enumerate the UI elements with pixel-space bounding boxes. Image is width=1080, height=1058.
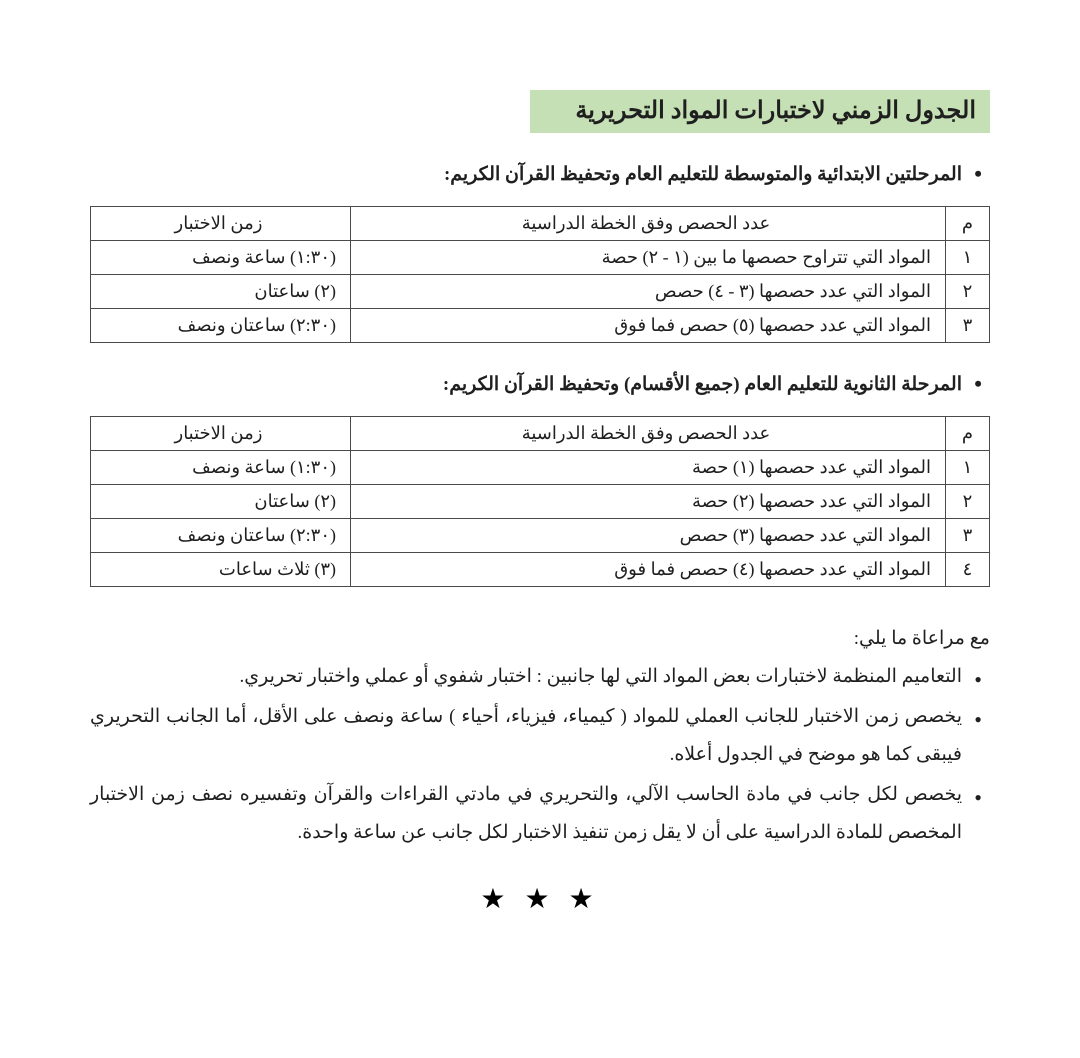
notes-intro: مع مراعاة ما يلي: bbox=[90, 627, 990, 650]
th-time: زمن الاختبار bbox=[91, 417, 351, 451]
th-desc: عدد الحصص وفق الخطة الدراسية bbox=[351, 417, 946, 451]
table-row: ٣ المواد التي عدد حصصها (٥) حصص فما فوق … bbox=[91, 309, 990, 343]
cell-num: ٣ bbox=[946, 519, 990, 553]
cell-num: ٢ bbox=[946, 485, 990, 519]
table-section1: م عدد الحصص وفق الخطة الدراسية زمن الاخت… bbox=[90, 206, 990, 343]
cell-time: (٢) ساعتان bbox=[91, 485, 351, 519]
th-num: م bbox=[946, 417, 990, 451]
cell-desc: المواد التي تتراوح حصصها ما بين (١ - ٢) … bbox=[351, 241, 946, 275]
note-item: التعاميم المنظمة لاختبارات بعض المواد ال… bbox=[90, 658, 962, 696]
table-row: ٤ المواد التي عدد حصصها (٤) حصص فما فوق … bbox=[91, 553, 990, 587]
page-title: الجدول الزمني لاختبارات المواد التحريرية bbox=[575, 98, 976, 124]
cell-desc: المواد التي عدد حصصها (٣) حصص bbox=[351, 519, 946, 553]
cell-desc: المواد التي عدد حصصها (١) حصة bbox=[351, 451, 946, 485]
cell-num: ١ bbox=[946, 451, 990, 485]
note-item: يخصص زمن الاختبار للجانب العملي للمواد (… bbox=[90, 698, 962, 774]
cell-time: (١:٣٠) ساعة ونصف bbox=[91, 241, 351, 275]
document-page: الجدول الزمني لاختبارات المواد التحريرية… bbox=[0, 0, 1080, 956]
table-header-row: م عدد الحصص وفق الخطة الدراسية زمن الاخت… bbox=[91, 207, 990, 241]
stars-divider: ★ ★ ★ bbox=[90, 882, 990, 916]
cell-num: ٣ bbox=[946, 309, 990, 343]
table-row: ١ المواد التي تتراوح حصصها ما بين (١ - ٢… bbox=[91, 241, 990, 275]
th-desc: عدد الحصص وفق الخطة الدراسية bbox=[351, 207, 946, 241]
th-num: م bbox=[946, 207, 990, 241]
note-item: يخصص لكل جانب في مادة الحاسب الآلي، والت… bbox=[90, 776, 962, 852]
table-row: ١ المواد التي عدد حصصها (١) حصة (١:٣٠) س… bbox=[91, 451, 990, 485]
table-row: ٣ المواد التي عدد حصصها (٣) حصص (٢:٣٠) س… bbox=[91, 519, 990, 553]
cell-desc: المواد التي عدد حصصها (٥) حصص فما فوق bbox=[351, 309, 946, 343]
cell-time: (٣) ثلاث ساعات bbox=[91, 553, 351, 587]
cell-time: (٢:٣٠) ساعتان ونصف bbox=[91, 309, 351, 343]
section1-heading: المرحلتين الابتدائية والمتوسطة للتعليم ا… bbox=[90, 163, 990, 186]
cell-num: ١ bbox=[946, 241, 990, 275]
cell-time: (١:٣٠) ساعة ونصف bbox=[91, 451, 351, 485]
table-row: ٢ المواد التي عدد حصصها (٣ - ٤) حصص (٢) … bbox=[91, 275, 990, 309]
cell-desc: المواد التي عدد حصصها (٢) حصة bbox=[351, 485, 946, 519]
cell-desc: المواد التي عدد حصصها (٤) حصص فما فوق bbox=[351, 553, 946, 587]
th-time: زمن الاختبار bbox=[91, 207, 351, 241]
cell-time: (٢) ساعتان bbox=[91, 275, 351, 309]
table-row: ٢ المواد التي عدد حصصها (٢) حصة (٢) ساعت… bbox=[91, 485, 990, 519]
cell-num: ٢ bbox=[946, 275, 990, 309]
table-section2: م عدد الحصص وفق الخطة الدراسية زمن الاخت… bbox=[90, 416, 990, 587]
section2-heading: المرحلة الثانوية للتعليم العام (جميع الأ… bbox=[90, 373, 990, 396]
table-header-row: م عدد الحصص وفق الخطة الدراسية زمن الاخت… bbox=[91, 417, 990, 451]
notes-list: التعاميم المنظمة لاختبارات بعض المواد ال… bbox=[90, 658, 990, 852]
cell-desc: المواد التي عدد حصصها (٣ - ٤) حصص bbox=[351, 275, 946, 309]
cell-time: (٢:٣٠) ساعتان ونصف bbox=[91, 519, 351, 553]
title-bar: الجدول الزمني لاختبارات المواد التحريرية bbox=[530, 90, 990, 133]
cell-num: ٤ bbox=[946, 553, 990, 587]
